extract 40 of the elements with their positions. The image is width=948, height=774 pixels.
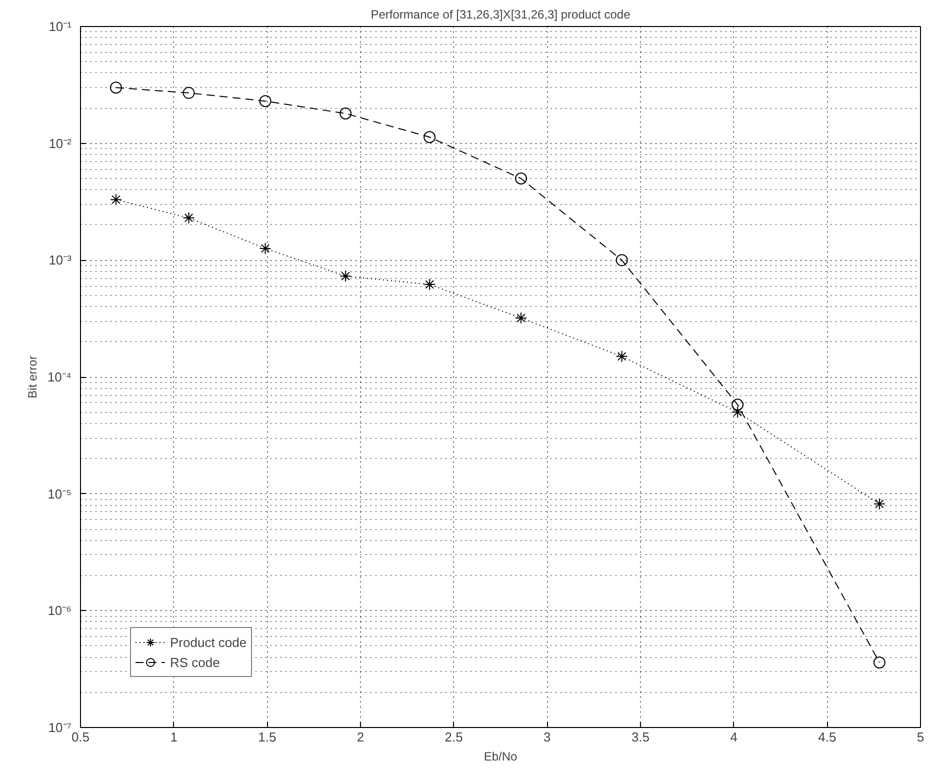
y-tick-label: 10⁻⁶	[48, 603, 72, 618]
x-tick-label: 2.5	[444, 730, 463, 744]
point	[616, 254, 628, 266]
point	[259, 242, 272, 254]
x-tick-label: 4.5	[818, 730, 836, 744]
point	[340, 270, 352, 282]
point	[616, 350, 628, 362]
x-tick-label: 5	[916, 730, 924, 744]
point	[873, 656, 886, 668]
point	[110, 194, 122, 206]
x-tick-label: 2	[356, 730, 364, 744]
x-tick-label: 0.5	[71, 730, 90, 744]
x-tick-label: 3.5	[631, 730, 650, 744]
point	[340, 108, 352, 120]
point	[424, 131, 436, 144]
y-tick-label: 10⁻⁴	[47, 370, 72, 384]
point	[424, 278, 436, 290]
y-axis-title: Bit error	[25, 356, 40, 398]
point	[873, 498, 886, 510]
y-tick-label: 10⁻²	[48, 136, 72, 151]
point	[182, 212, 195, 224]
legend-label: RS code	[170, 654, 220, 670]
x-tick-label: 4	[730, 730, 738, 744]
point	[515, 172, 528, 184]
y-tick-label: 10⁻¹	[48, 19, 72, 34]
x-tick-label: 1.5	[258, 730, 276, 744]
point	[182, 86, 195, 99]
legend-label: Product code	[170, 634, 247, 650]
point	[259, 95, 272, 108]
x-tick-label: 3	[544, 730, 551, 744]
y-tick-label: 10⁻⁷	[48, 720, 72, 735]
y-tick-label: 10⁻³	[48, 252, 72, 268]
y-tick-label: 10⁻⁵	[48, 486, 72, 502]
point	[110, 82, 122, 94]
point	[732, 406, 744, 418]
chart-title: Performance of [31,26,3]X[31,26,3] product code	[370, 8, 631, 22]
x-axis-title: Eb/No	[484, 750, 518, 764]
point	[515, 312, 528, 324]
x-tick-label: 1	[170, 730, 178, 744]
point	[732, 398, 744, 411]
